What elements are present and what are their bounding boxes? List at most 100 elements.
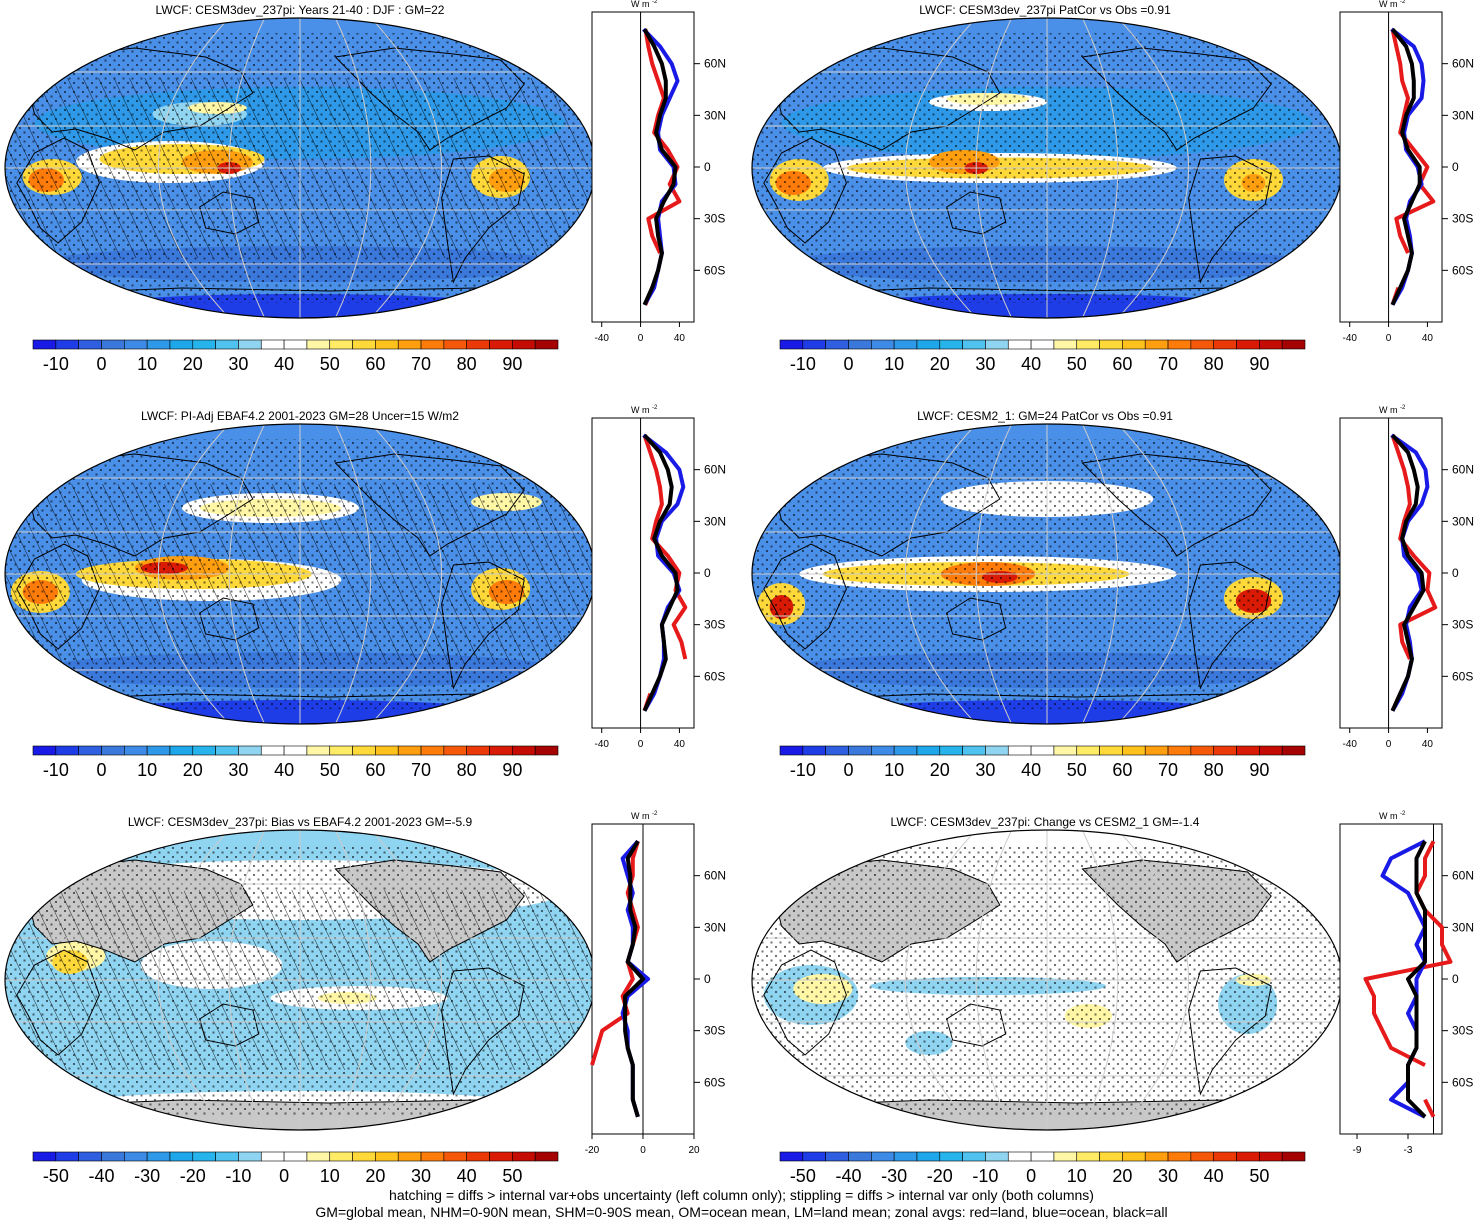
colorbar-label: 20 [365,1166,385,1186]
colorbar-swatch [329,1151,353,1162]
colorbar-label: 70 [1158,760,1178,780]
colorbar-label: 10 [137,760,157,780]
colorbar-swatch [78,1151,102,1162]
graticule-lon [904,18,977,318]
colorbar-swatch [825,339,849,350]
colorbar-swatch [1259,745,1283,756]
colorbar-swatch [962,745,986,756]
map-title: LWCF: CESM2_1: GM=24 PatCor vs Obs =0.91 [917,409,1173,423]
zonal-lat-label: 60N [704,869,726,883]
zonal-x-label: -40 [594,739,609,750]
colorbar-swatch [238,1151,262,1162]
colorbar-swatch [848,339,872,350]
zonal-x-label: 0 [638,739,644,750]
zonal-lat-label: 30N [1452,514,1474,528]
map-2 [5,424,595,724]
colorbar-swatch [32,745,57,756]
colorbar-swatch [1144,745,1169,756]
colorbar-label: -20 [180,1166,206,1186]
graticule-lon [1117,830,1190,1130]
colorbar-label: 0 [279,1166,289,1186]
colorbar-swatch [192,1151,216,1162]
colorbar-label: 60 [365,354,385,374]
zonal-x-label: 20 [688,1145,700,1156]
colorbar-label: -30 [881,1166,907,1186]
colorbar-swatch [893,1151,918,1162]
colorbar-label: -30 [134,1166,160,1186]
colorbar-label: 10 [137,354,157,374]
colorbar-swatch [306,339,331,350]
zonal-x-label: -40 [594,333,609,344]
colorbar-swatch [420,745,445,756]
zonal-lat-label: 30S [1452,618,1473,632]
map-5 [752,830,1342,1130]
zonal-lat-label: 60N [1452,463,1474,477]
colorbar-label: 30 [228,354,248,374]
colorbar-label: -40 [88,1166,114,1186]
colorbar-swatch [260,745,285,756]
zonal-lat-label: 60N [704,463,726,477]
colorbar-label: 60 [365,760,385,780]
colorbar-label: -10 [972,1166,998,1186]
colorbar-label: 20 [930,760,950,780]
colorbar-swatch [101,745,125,756]
colorbar-label: 0 [843,354,853,374]
zonal-series-all [642,433,680,712]
colorbar-label: 90 [1249,760,1269,780]
colorbar-swatch [215,745,239,756]
colorbar-swatch [397,339,422,350]
colorbar-swatch [939,339,963,350]
zonal-lat-label: 60S [704,263,725,277]
colorbar-swatch [101,339,125,350]
colorbar-label: 50 [320,354,340,374]
colorbar-swatch [352,339,376,350]
zonal-x-label: 40 [674,333,686,344]
colorbar-swatch [397,745,422,756]
zonal-unit-exponent: -2 [1400,811,1406,817]
colorbar-swatch [443,1151,467,1162]
colorbar-swatch [512,339,536,350]
zonal-unit-label: W m [1379,0,1398,9]
colorbar-label: 20 [1112,1166,1132,1186]
zonal-unit-label: W m [631,405,650,415]
zonal-lat-label: 30N [1452,108,1474,122]
colorbar-label: 50 [502,1166,522,1186]
colorbar-swatch [420,1151,445,1162]
zonal-lat-label: 60S [1452,1075,1473,1089]
colorbar-label: 40 [1204,1166,1224,1186]
graticule-lon [157,18,230,318]
map-title: LWCF: PI-Adj EBAF4.2 2001-2023 GM=28 Unc… [141,409,459,423]
colorbar-swatch [1236,1151,1260,1162]
colorbar-swatch [124,745,148,756]
colorbar-label: 70 [411,354,431,374]
colorbar-label: 10 [884,760,904,780]
colorbar-label: 80 [457,354,477,374]
zonal-plot: 60N 30N 0 30S 60S -40 0 40 W m -2 [591,0,726,344]
colorbar-swatch [466,339,490,350]
colorbar-swatch [825,1151,849,1162]
zonal-lat-label: 30N [1452,920,1474,934]
colorbar-label: 20 [183,760,203,780]
colorbar-label: 30 [411,1166,431,1186]
colorbar-swatch [420,339,445,350]
zonal-unit-exponent: -2 [1400,0,1406,5]
colorbar-swatch [1213,1151,1237,1162]
zonal-series-all [1390,27,1422,306]
colorbar-swatch [466,745,490,756]
colorbar-swatch [1007,745,1032,756]
zonal-lat-label: 0 [1452,972,1459,986]
zonal-unit-label: W m [631,811,650,821]
colorbar-swatch [1144,339,1169,350]
colorbar-swatch [916,339,941,350]
colorbar-label: -10 [790,354,816,374]
colorbar-swatch [55,339,79,350]
colorbar: -10 0 10 20 30 40 50 60 70 80 90 [779,745,1306,780]
colorbar-swatch [779,745,804,756]
colorbar-label: 10 [1067,1166,1087,1186]
zonal-lat-label: 30S [704,1024,725,1038]
colorbar-swatch [534,339,559,350]
colorbar-swatch [466,1151,490,1162]
colorbar-label: 50 [1067,760,1087,780]
zonal-unit-exponent: -2 [652,811,658,817]
zonal-plot: 60N 30N 0 30S 60S -40 0 40 W m -2 [1339,0,1474,344]
